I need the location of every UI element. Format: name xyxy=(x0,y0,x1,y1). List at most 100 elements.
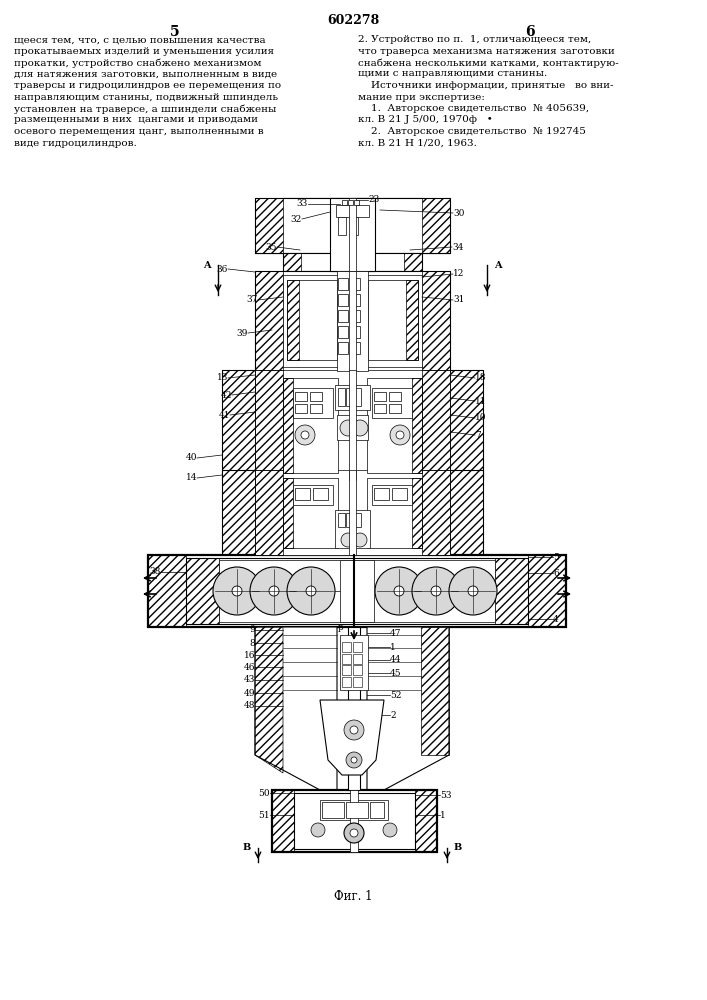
Polygon shape xyxy=(255,627,337,790)
Bar xyxy=(374,488,389,500)
Circle shape xyxy=(431,586,441,596)
Text: 45: 45 xyxy=(390,668,402,678)
Text: 13: 13 xyxy=(216,373,228,382)
Text: 10: 10 xyxy=(475,414,486,422)
Bar xyxy=(272,790,294,852)
Bar xyxy=(349,370,356,480)
Bar xyxy=(222,470,483,555)
Bar xyxy=(337,415,368,440)
Bar xyxy=(222,370,483,480)
Circle shape xyxy=(344,720,364,740)
Bar xyxy=(283,275,422,367)
Bar xyxy=(353,677,362,687)
Bar xyxy=(295,488,310,500)
Bar xyxy=(374,392,386,401)
Text: 35: 35 xyxy=(266,242,277,251)
Bar xyxy=(222,470,255,555)
Bar xyxy=(342,665,351,675)
Bar xyxy=(370,802,384,818)
Text: 7: 7 xyxy=(475,430,481,440)
Bar xyxy=(255,198,450,253)
Bar xyxy=(310,392,322,401)
Text: траверсы и гидроцилиндров ее перемещения по: траверсы и гидроцилиндров ее перемещения… xyxy=(14,81,281,90)
Bar xyxy=(404,253,422,271)
Text: 50: 50 xyxy=(258,788,270,798)
Bar xyxy=(367,378,422,473)
Bar xyxy=(148,555,566,627)
Bar xyxy=(450,470,483,555)
Bar xyxy=(389,404,401,413)
Text: 52: 52 xyxy=(390,690,402,700)
Text: что траверса механизма натяжения заготовки: что траверса механизма натяжения заготов… xyxy=(358,46,615,55)
Bar xyxy=(186,558,219,624)
Circle shape xyxy=(344,823,364,843)
Bar xyxy=(389,392,401,401)
Bar xyxy=(338,217,346,235)
Bar xyxy=(186,558,528,624)
Bar xyxy=(348,627,360,790)
Circle shape xyxy=(287,567,335,615)
Text: 38: 38 xyxy=(150,568,161,576)
Bar xyxy=(338,342,348,354)
Text: 33: 33 xyxy=(297,200,308,209)
Bar xyxy=(346,802,368,818)
Text: осевого перемещения цанг, выполненными в: осевого перемещения цанг, выполненными в xyxy=(14,127,264,136)
Circle shape xyxy=(341,533,355,547)
Circle shape xyxy=(468,586,478,596)
Bar xyxy=(349,271,356,371)
Bar xyxy=(255,198,283,253)
Polygon shape xyxy=(367,627,449,790)
Bar xyxy=(338,388,345,406)
Text: 6: 6 xyxy=(525,25,534,39)
Bar xyxy=(283,478,293,548)
Text: прокатываемых изделий и уменьшения усилия: прокатываемых изделий и уменьшения усили… xyxy=(14,46,274,55)
Bar xyxy=(422,470,450,555)
Text: 2: 2 xyxy=(390,710,396,720)
Bar xyxy=(450,370,483,480)
Bar xyxy=(350,790,358,852)
Bar xyxy=(422,271,450,371)
Text: кл. В 21 J 5/00, 1970ф   •: кл. В 21 J 5/00, 1970ф • xyxy=(358,115,493,124)
Bar xyxy=(346,513,353,527)
Text: для натяжения заготовки, выполненным в виде: для натяжения заготовки, выполненным в в… xyxy=(14,70,277,79)
Circle shape xyxy=(352,420,368,436)
Bar xyxy=(295,392,307,401)
Circle shape xyxy=(232,586,242,596)
Bar xyxy=(148,555,186,627)
Text: 2.  Авторское свидетельство  № 192745: 2. Авторское свидетельство № 192745 xyxy=(358,127,586,136)
Bar xyxy=(293,388,333,418)
Text: 49: 49 xyxy=(243,688,255,698)
Bar xyxy=(340,560,374,622)
Text: 41: 41 xyxy=(218,410,230,420)
Bar xyxy=(287,280,299,360)
Text: размещенными в них  цангами и приводами: размещенными в них цангами и приводами xyxy=(14,115,258,124)
Text: 48: 48 xyxy=(243,702,255,710)
Text: 30: 30 xyxy=(453,209,464,218)
Text: 1: 1 xyxy=(440,810,445,820)
Bar xyxy=(353,654,362,664)
Bar xyxy=(283,478,338,548)
Bar xyxy=(294,793,415,849)
Text: 6: 6 xyxy=(553,568,559,578)
Bar xyxy=(412,378,422,473)
Text: p: p xyxy=(338,624,344,633)
Text: 53: 53 xyxy=(440,790,452,800)
Bar xyxy=(338,513,345,527)
Bar xyxy=(222,370,255,480)
Bar xyxy=(255,470,450,555)
Bar xyxy=(283,253,301,271)
Bar xyxy=(415,790,437,852)
Circle shape xyxy=(412,567,460,615)
Bar xyxy=(406,280,418,360)
Bar xyxy=(349,470,356,555)
Bar xyxy=(287,280,337,360)
Polygon shape xyxy=(320,700,384,775)
Circle shape xyxy=(306,586,316,596)
Bar xyxy=(255,370,450,480)
Bar xyxy=(350,310,360,322)
Circle shape xyxy=(311,823,325,837)
Circle shape xyxy=(449,567,497,615)
Bar xyxy=(283,378,293,473)
Text: 36: 36 xyxy=(216,264,228,273)
Text: кл. В 21 Н 1/20, 1963.: кл. В 21 Н 1/20, 1963. xyxy=(358,138,477,147)
